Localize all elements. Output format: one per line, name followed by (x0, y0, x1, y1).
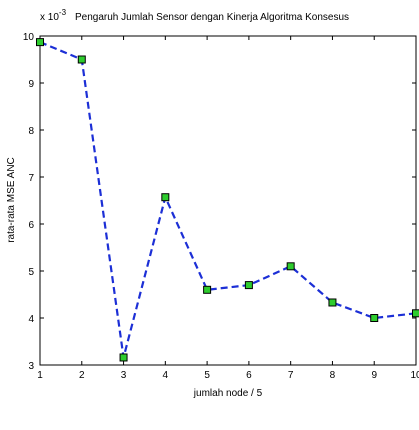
data-point (286, 262, 295, 271)
data-point (203, 285, 212, 294)
y-axis-label: rata-rata MSE ANC (6, 157, 17, 243)
y-tick-label: 9 (28, 79, 34, 90)
y-tick-label: 6 (28, 220, 34, 231)
x-tick-label: 4 (163, 370, 169, 381)
data-point (36, 38, 44, 47)
series-layer (36, 38, 419, 362)
data-point (328, 298, 337, 307)
x-tick-label: 5 (204, 370, 210, 381)
plot-area (39, 35, 417, 366)
data-point (412, 309, 419, 318)
data-point (370, 314, 379, 322)
y-tick-label: 8 (28, 126, 34, 137)
x-tick-label: 2 (79, 370, 85, 381)
x-tick-label: 7 (288, 370, 294, 381)
x-tick-label: 1 (37, 370, 43, 381)
data-point (161, 193, 170, 202)
y-tick-label: 4 (28, 314, 34, 325)
y-tick-label: 10 (23, 32, 35, 43)
x-tick-label: 6 (246, 370, 252, 381)
x-tick-label: 3 (121, 370, 127, 381)
y-tick-label: 7 (28, 173, 34, 184)
x-axis-label: jumlah node / 5 (193, 388, 263, 399)
data-point (119, 353, 128, 362)
y-tick-label: 5 (28, 267, 34, 278)
x-tick-label: 9 (371, 370, 377, 381)
data-point (244, 281, 253, 290)
y-tick-label: 3 (28, 361, 34, 372)
scale-multiplier: x 10-3 (40, 8, 67, 23)
scale-base: x 10 (40, 12, 59, 23)
x-axis: 1 2 3 4 5 6 7 8 9 10 (37, 36, 419, 381)
scale-exponent: -3 (59, 8, 67, 17)
x-tick-label: 10 (410, 370, 419, 381)
chart-title: Pengaruh Jumlah Sensor dengan Kinerja Al… (75, 12, 349, 23)
x-tick-label: 8 (330, 370, 336, 381)
y-axis: 3 4 5 6 7 8 9 10 (23, 32, 416, 372)
data-point (77, 55, 86, 64)
